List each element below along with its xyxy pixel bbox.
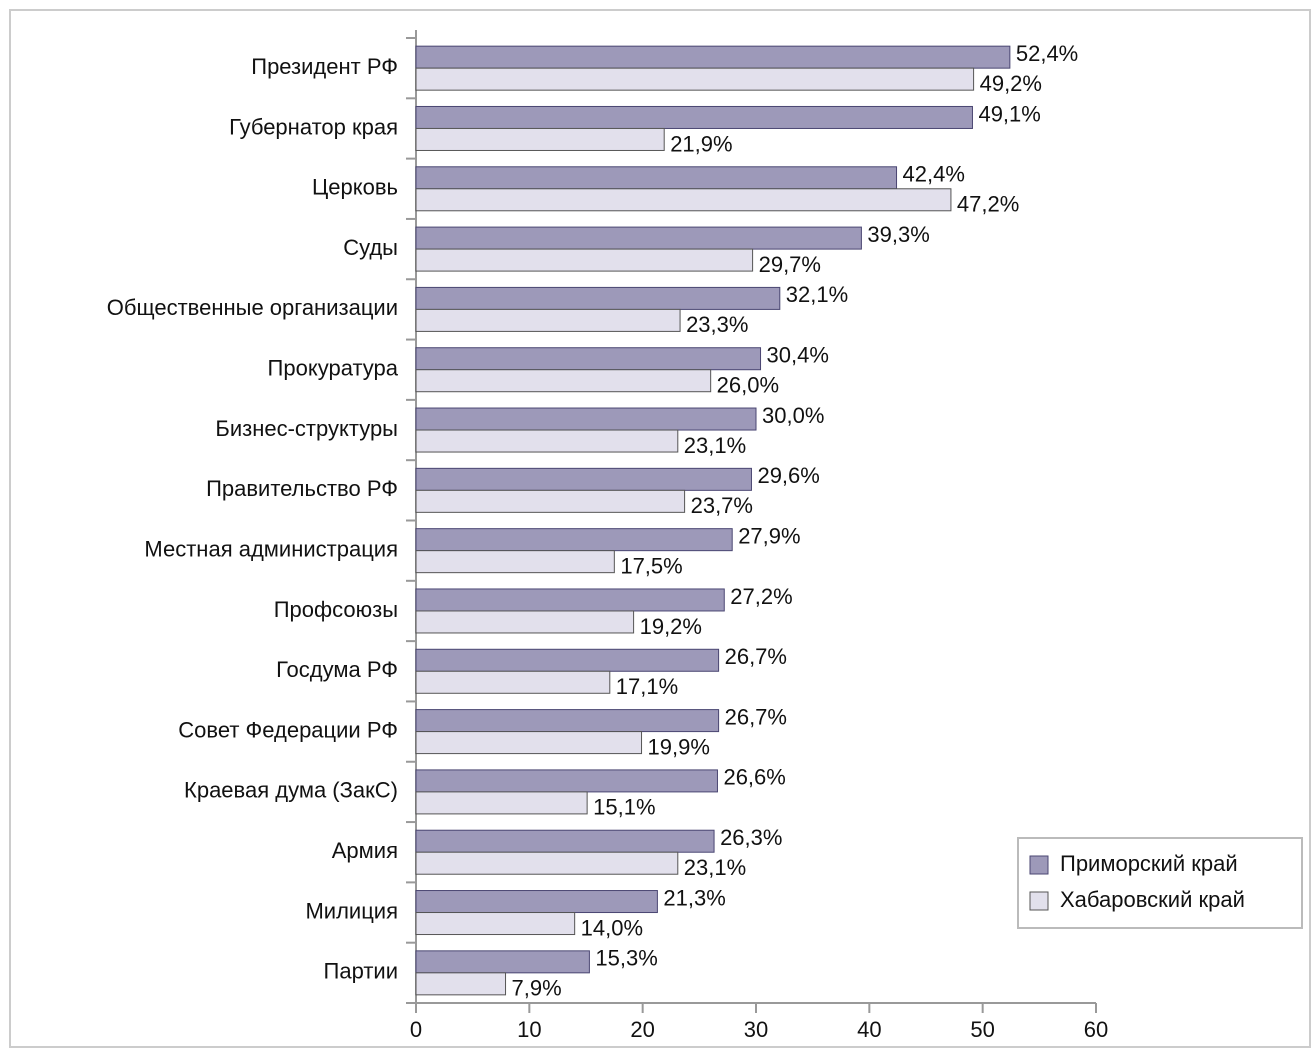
bar	[415, 550, 615, 574]
value-label: 39,3%	[867, 222, 929, 247]
bar	[415, 308, 681, 332]
y-tick-label: Бизнес-структуры	[215, 416, 398, 441]
bar	[415, 851, 679, 875]
bar	[415, 105, 973, 129]
y-tick-label: Президент РФ	[251, 54, 398, 79]
bar	[415, 670, 611, 694]
bar	[415, 45, 1011, 69]
value-label: 7,9%	[512, 976, 562, 1001]
value-label: 23,1%	[684, 855, 746, 880]
x-tick-label: 0	[410, 1017, 422, 1042]
value-label: 47,2%	[957, 192, 1019, 217]
x-tick-label: 30	[744, 1017, 768, 1042]
y-tick-label: Совет Федерации РФ	[178, 717, 398, 742]
bar	[415, 648, 720, 672]
y-tick-label: Госдума РФ	[276, 657, 398, 682]
bar	[415, 67, 975, 91]
legend-swatch	[1029, 891, 1049, 911]
value-label: 23,7%	[691, 493, 753, 518]
value-label: 15,1%	[593, 795, 655, 820]
value-label: 26,7%	[725, 704, 787, 729]
value-label: 29,7%	[759, 252, 821, 277]
value-label: 23,3%	[686, 312, 748, 337]
y-tick-label: Общественные организации	[107, 295, 398, 320]
value-label: 42,4%	[903, 162, 965, 187]
value-label: 29,6%	[757, 463, 819, 488]
value-label: 17,5%	[620, 553, 682, 578]
y-tick-label: Краевая дума (ЗакС)	[184, 778, 398, 803]
bar	[415, 950, 590, 974]
bar	[415, 769, 718, 793]
value-label: 27,2%	[730, 584, 792, 609]
y-tick-label: Местная администрация	[144, 536, 398, 561]
x-tick-label: 60	[1084, 1017, 1108, 1042]
value-label: 26,6%	[723, 765, 785, 790]
legend-label: Приморский край	[1060, 851, 1238, 876]
y-tick-label: Церковь	[312, 175, 398, 200]
bar	[415, 467, 752, 491]
bar	[415, 972, 507, 996]
x-tick-label: 50	[970, 1017, 994, 1042]
value-label: 23,1%	[684, 433, 746, 458]
legend-swatch	[1029, 855, 1049, 875]
bar	[415, 407, 757, 431]
y-tick-label: Милиция	[305, 898, 398, 923]
value-label: 19,2%	[640, 614, 702, 639]
bar	[415, 166, 898, 190]
value-label: 21,3%	[663, 885, 725, 910]
value-label: 19,9%	[648, 734, 710, 759]
x-tick-label: 40	[857, 1017, 881, 1042]
value-label: 49,2%	[980, 71, 1042, 96]
legend-label: Хабаровский край	[1060, 887, 1245, 912]
x-tick-label: 10	[517, 1017, 541, 1042]
value-label: 17,1%	[616, 674, 678, 699]
value-label: 30,4%	[767, 343, 829, 368]
bar	[415, 610, 635, 634]
y-tick-label: Профсоюзы	[274, 597, 398, 622]
bar	[415, 127, 665, 151]
bar	[415, 226, 862, 250]
value-label: 21,9%	[670, 131, 732, 156]
value-label: 32,1%	[786, 282, 848, 307]
value-label: 27,9%	[738, 523, 800, 548]
value-label: 26,7%	[725, 644, 787, 669]
bar	[415, 248, 754, 272]
value-label: 49,1%	[978, 101, 1040, 126]
bar	[415, 709, 720, 733]
bar	[415, 489, 686, 513]
value-label: 15,3%	[595, 946, 657, 971]
bar	[415, 369, 712, 393]
y-tick-label: Суды	[343, 235, 398, 260]
bar	[415, 829, 715, 853]
bar	[415, 890, 658, 914]
bar	[415, 429, 679, 453]
bar	[415, 528, 733, 552]
y-tick-label: Партии	[324, 959, 398, 984]
y-tick-label: Армия	[332, 838, 398, 863]
bar	[415, 286, 781, 310]
value-label: 52,4%	[1016, 41, 1078, 66]
y-tick-label: Прокуратура	[268, 356, 399, 381]
value-label: 26,3%	[720, 825, 782, 850]
x-tick-label: 20	[630, 1017, 654, 1042]
bar	[415, 912, 576, 936]
legend-box	[1017, 837, 1303, 929]
y-tick-label: Губернатор края	[229, 114, 398, 139]
value-label: 26,0%	[717, 373, 779, 398]
bar	[415, 347, 762, 371]
value-label: 14,0%	[581, 915, 643, 940]
bar	[415, 188, 952, 212]
value-label: 30,0%	[762, 403, 824, 428]
bar	[415, 791, 588, 815]
y-tick-label: Правительство РФ	[206, 476, 398, 501]
bar	[415, 731, 643, 755]
bar	[415, 588, 725, 612]
